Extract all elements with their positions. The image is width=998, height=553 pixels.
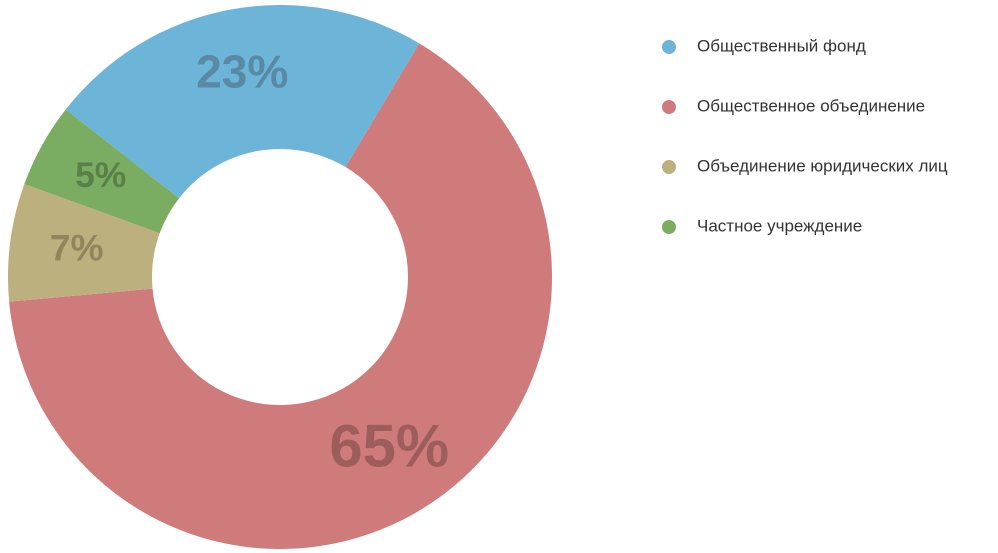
value-label: 7%	[50, 226, 104, 268]
donut-slice	[24, 109, 180, 234]
legend-marker	[662, 100, 676, 114]
value-label: 5%	[75, 156, 126, 195]
value-label: 65%	[329, 412, 449, 479]
donut-slice	[65, 4, 420, 199]
value-label: 23%	[196, 46, 288, 98]
legend-marker	[662, 220, 676, 234]
donut-slice	[8, 183, 160, 302]
donut-slice	[9, 43, 552, 549]
legend-text: Частное учреждение	[697, 216, 862, 235]
legend-text: Объединение юридических лиц	[697, 156, 948, 175]
legend-marker	[662, 160, 676, 174]
legend-text: Общественное объединение	[697, 96, 925, 115]
legend-text: Общественный фонд	[697, 36, 866, 55]
legend-marker	[662, 40, 676, 54]
